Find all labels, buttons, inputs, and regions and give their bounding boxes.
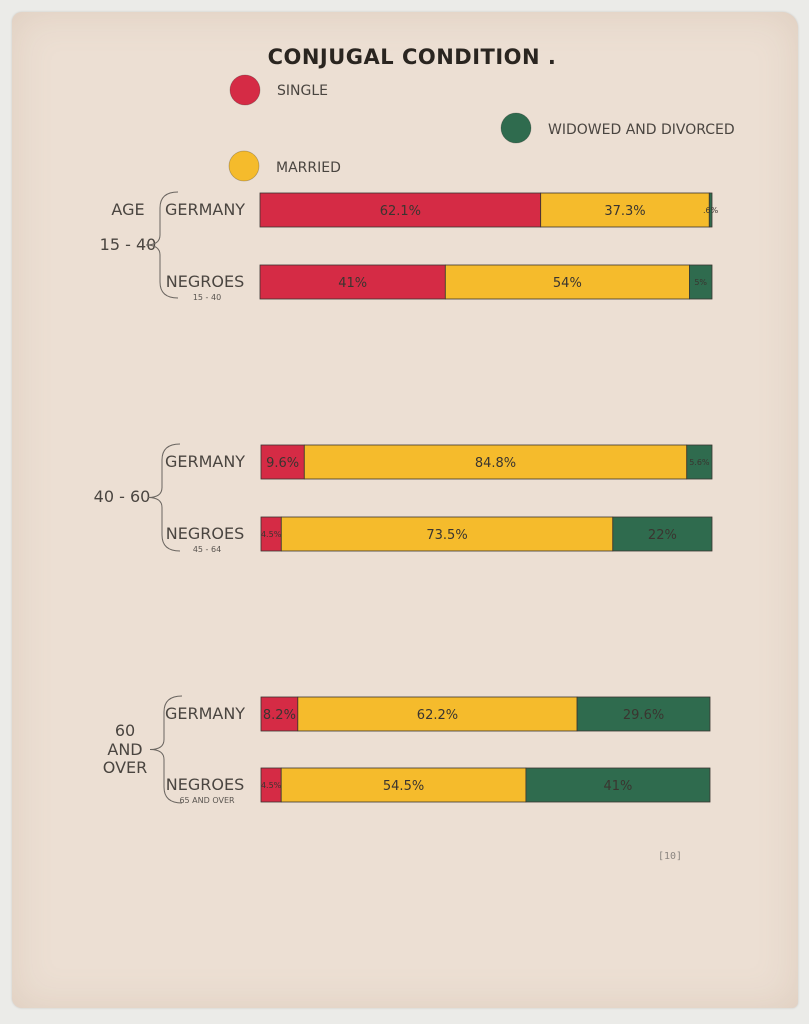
bar-segment-widowed: [686, 444, 713, 480]
bar-segment-single: [260, 444, 305, 480]
group-brace: [145, 191, 179, 299]
bar-value-label: 4.5%: [261, 530, 282, 539]
age-group-label: 15 - 40: [100, 235, 157, 254]
group-brace: [147, 443, 181, 552]
bar-value-label: 5.6%: [689, 458, 710, 467]
row-label: NEGROES: [166, 524, 244, 543]
bar-groups: AGE 15 - 40 GERMANY 62.1% 37.3% .6% NEGROES 15 …: [94, 191, 719, 805]
paper-sheet: [12, 12, 798, 1008]
bar-value-label: 62.1%: [380, 204, 421, 219]
bar-value-label: 54%: [553, 276, 582, 291]
age-group-label: 40 - 60: [94, 487, 151, 506]
bar-value-label: .6%: [703, 206, 719, 215]
bar-value-label: 41%: [604, 779, 633, 794]
bar-row-negroes: NEGROES 45 - 64 4.5% 73.5% 22%: [166, 516, 713, 554]
legend-item-married: MARRIED: [228, 150, 341, 182]
bar-value-label: 73.5%: [426, 528, 467, 543]
legend: SINGLE MARRIED WIDOWED AND DIVORCED: [228, 74, 735, 182]
row-sublabel: 65 AND OVER: [179, 796, 235, 805]
bar-segment-single: [260, 696, 299, 732]
bar-segment-single: [259, 192, 542, 228]
bar-value-label: 54.5%: [383, 779, 424, 794]
bar-value-label: 84.8%: [475, 456, 516, 471]
bar-value-label: 8.2%: [263, 708, 296, 723]
legend-item-widowed: WIDOWED AND DIVORCED: [500, 112, 735, 144]
bar-value-label: 29.6%: [623, 708, 664, 723]
legend-label-married: MARRIED: [276, 160, 341, 176]
bar-segment-married: [297, 696, 578, 732]
age-group-label: OVER: [103, 758, 147, 777]
row-label: NEGROES: [166, 775, 244, 794]
bar-segment-widowed: [525, 767, 711, 803]
age-group-label: 60: [115, 721, 135, 740]
bar-row-germany: GERMANY 8.2% 62.2% 29.6%: [165, 696, 711, 732]
legend-label-single: SINGLE: [277, 83, 328, 99]
legend-swatch-widowed: [500, 112, 532, 144]
bar-segment-married: [444, 264, 690, 300]
bar-value-label: 4.5%: [261, 781, 282, 790]
bar-row-negroes: NEGROES 65 AND OVER 4.5% 54.5% 41%: [166, 767, 711, 805]
bar-row-germany: GERMANY 9.6% 84.8% 5.6%: [165, 444, 713, 480]
legend-item-single: SINGLE: [229, 74, 328, 106]
legend-swatch-single: [229, 74, 261, 106]
bar-value-label: 37.3%: [604, 204, 645, 219]
legend-swatch-married: [228, 150, 260, 182]
plate-number: [10]: [658, 851, 682, 862]
bar-segment-single: [259, 264, 446, 300]
row-label: GERMANY: [165, 452, 245, 471]
row-label: NEGROES: [166, 272, 244, 291]
bar-value-label: 9.6%: [266, 456, 299, 471]
group-brace: [149, 695, 183, 804]
bar-segment-widowed: [612, 516, 713, 552]
bar-segment-married: [280, 516, 614, 552]
age-group-label: AND: [107, 740, 142, 759]
bar-segment-widowed: [689, 264, 713, 300]
age-group-label: AGE: [111, 200, 144, 219]
bar-segment-widowed: [708, 192, 713, 228]
bar-row-germany: GERMANY 62.1% 37.3% .6%: [165, 192, 719, 228]
bar-value-label: 62.2%: [417, 708, 458, 723]
row-sublabel: 15 - 40: [193, 293, 221, 302]
bar-row-negroes: NEGROES 15 - 40 41% 54% 5%: [166, 264, 713, 302]
bar-value-label: 5%: [694, 278, 707, 287]
age-group-1: AGE 15 - 40 GERMANY 62.1% 37.3% .6% NEGROES 15 …: [100, 191, 719, 302]
bar-value-label: 22%: [648, 528, 677, 543]
bar-segment-widowed: [576, 696, 711, 732]
age-group-2: 40 - 60 GERMANY 9.6% 84.8% 5.6% NEGROES 45 - 6…: [94, 443, 713, 554]
row-label: GERMANY: [165, 200, 245, 219]
row-label: GERMANY: [165, 704, 245, 723]
bar-value-label: 41%: [338, 276, 367, 291]
chart-title: CONJUGAL CONDITION .: [268, 45, 557, 69]
row-sublabel: 45 - 64: [193, 545, 221, 554]
bar-segment-married: [280, 767, 527, 803]
legend-label-widowed: WIDOWED AND DIVORCED: [548, 122, 735, 138]
